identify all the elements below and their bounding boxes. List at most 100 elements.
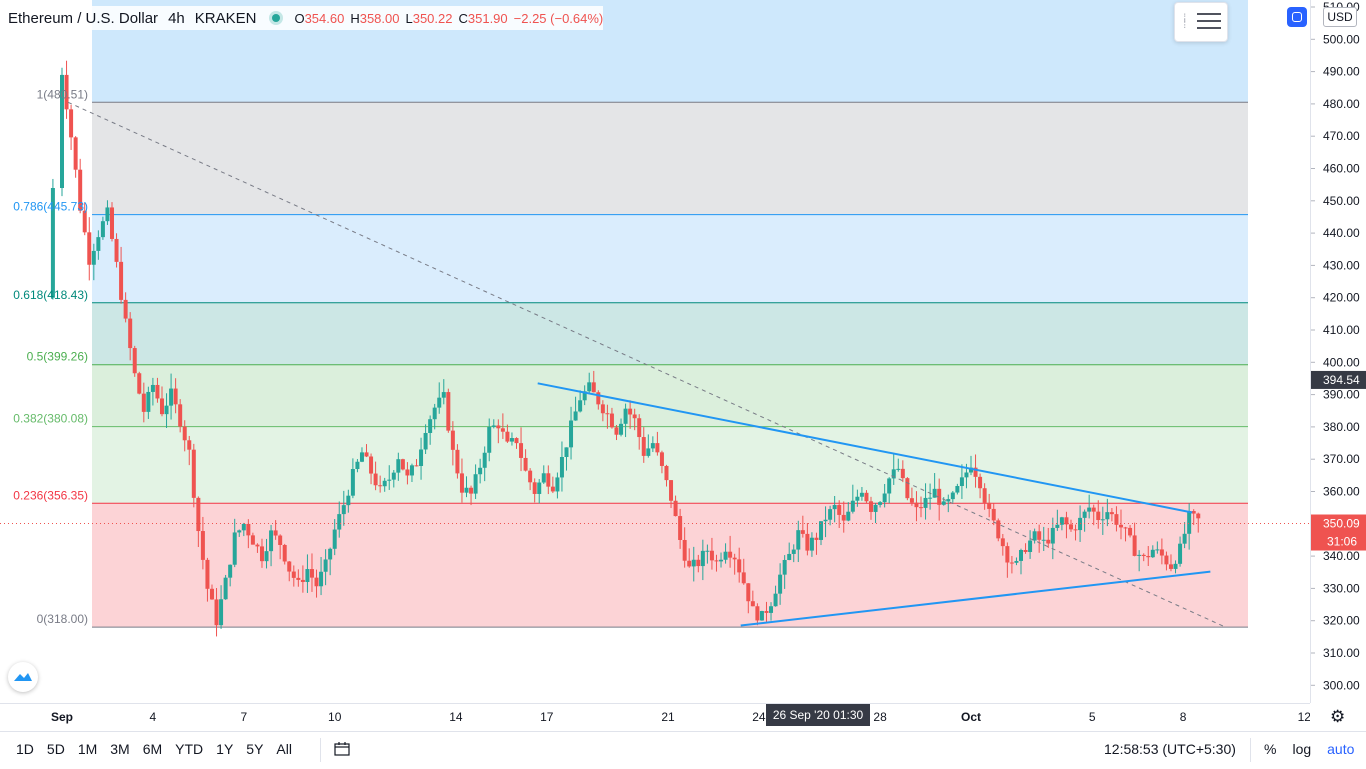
candle-body (441, 392, 446, 398)
candle-body (605, 413, 610, 415)
fib-label-0.236: 0.236(356.35) (13, 488, 88, 502)
candle-body (528, 470, 533, 483)
drag-handle-icon[interactable]: ⁞ ⁞ (1183, 11, 1187, 31)
change-value: −2.25 (−0.64%) (513, 10, 604, 26)
candle-body (478, 467, 483, 475)
settings-gear-icon[interactable]: ⚙ (1330, 707, 1346, 726)
candle-body (641, 437, 646, 456)
calendar-go-to-icon[interactable] (334, 742, 350, 756)
fib-zone-1 (92, 102, 1248, 215)
candle-body (987, 502, 992, 509)
candle-body (932, 488, 937, 498)
candle-body (505, 431, 510, 442)
candle-body (1178, 543, 1183, 564)
range-5d[interactable]: 5D (46, 741, 65, 757)
y-tick-label: 300.00 (1323, 678, 1360, 692)
last-price-bg (1311, 514, 1366, 551)
y-tick-label: 420.00 (1323, 291, 1360, 305)
candle-body (846, 511, 851, 521)
candle-body (919, 507, 924, 509)
auto-scale-toggle[interactable]: auto (1327, 741, 1355, 757)
percent-toggle[interactable]: % (1264, 741, 1277, 757)
candle-body (869, 501, 874, 512)
range-1y[interactable]: 1Y (216, 741, 234, 757)
symbol-name[interactable]: Ethereum / U.S. Dollar (8, 9, 159, 27)
candle-body (659, 452, 664, 466)
candle-body (414, 465, 419, 467)
drawing-toolbar-button[interactable]: ⁞ ⁞ (1174, 2, 1228, 42)
candle-body (1041, 539, 1046, 541)
scale-toggle-icon[interactable] (1287, 7, 1307, 27)
candle-body (287, 561, 292, 572)
candle-body (541, 473, 546, 483)
candle-body (341, 505, 346, 515)
chart-plot-area[interactable]: 1(480.51) 0.786(445.73) 0.618(418.43) 0.5(3… (0, 0, 1310, 703)
candle-body (950, 492, 955, 500)
candle-body (464, 487, 469, 493)
candle-body (405, 469, 410, 476)
fib-label-0.786: 0.786(445.73) (13, 200, 88, 214)
range-all[interactable]: All (276, 741, 292, 757)
candle-body (982, 488, 987, 503)
candle-body (473, 474, 478, 494)
candle-body (719, 559, 724, 562)
price-axis[interactable]: 300.00310.00320.00330.00340.00350.00360.… (1287, 0, 1366, 703)
candle-body (1068, 524, 1073, 530)
candle-body (737, 559, 742, 573)
candle-body (1018, 549, 1023, 561)
candle-body (1132, 535, 1137, 556)
tradingview-logo[interactable] (8, 662, 38, 692)
candle-body (805, 533, 810, 551)
candle-body (914, 502, 919, 508)
candle-body (664, 465, 669, 481)
candle-body (514, 438, 519, 444)
candle-body (423, 432, 428, 450)
range-1d[interactable]: 1D (16, 741, 34, 757)
drawings[interactable] (0, 101, 1310, 628)
candle-body (91, 250, 96, 265)
candle-body (778, 574, 783, 594)
candle-body (323, 559, 328, 572)
range-3m[interactable]: 3M (110, 741, 130, 757)
candle-body (582, 391, 587, 401)
range-6m[interactable]: 6M (142, 741, 163, 757)
close-value: 351.90 (467, 10, 508, 26)
candle-body (909, 498, 914, 503)
candle-body (1096, 511, 1101, 521)
cloud-logo-icon (14, 673, 32, 681)
candle-body (946, 499, 951, 502)
candle-body (214, 599, 219, 626)
candle-body (873, 504, 878, 512)
fib-zone-0.786 (92, 214, 1248, 303)
candle-body (896, 468, 901, 470)
high-label: H (350, 10, 360, 26)
candle-body (1023, 549, 1028, 552)
candle-body (746, 583, 751, 602)
time-axis[interactable]: Sep 4 7 10 14 17 21 24 28 Oct 5 8 12 26 Sep '20 01:30 (0, 703, 1311, 731)
x-tick-label: 10 (328, 710, 342, 724)
candle-body (600, 404, 605, 414)
candle-body (832, 505, 837, 510)
clock-timezone[interactable]: 12:58:53 (UTC+5:30) (1104, 741, 1236, 757)
candle-body (159, 398, 164, 415)
bottom-toolbar: 1D 5D 1M 3M 6M YTD 1Y 5Y All 12:58:53 (U… (0, 731, 1366, 769)
candle-body (459, 473, 464, 493)
range-5y[interactable]: 5Y (246, 741, 264, 757)
candle-body (637, 418, 642, 438)
candle-body (878, 502, 883, 505)
range-ytd[interactable]: YTD (175, 741, 204, 757)
candle-body (196, 497, 201, 532)
price-chart[interactable]: 1(480.51) 0.786(445.73) 0.618(418.43) 0.5(3… (0, 0, 1310, 703)
candle-body (673, 500, 678, 517)
log-toggle[interactable]: log (1292, 741, 1312, 757)
fib-labels: 1(480.51) 0.786(445.73) 0.618(418.43) 0.5(3… (13, 87, 88, 626)
range-1m[interactable]: 1M (77, 741, 98, 757)
candle-body (969, 467, 973, 473)
fib-zones (92, 0, 1248, 628)
currency-selector[interactable]: USD (1323, 7, 1357, 27)
candle-body (1082, 511, 1087, 518)
candle-body (1168, 564, 1173, 569)
candle-body (900, 468, 905, 479)
candle-body (591, 382, 596, 393)
interval-label[interactable]: 4h (168, 9, 185, 27)
